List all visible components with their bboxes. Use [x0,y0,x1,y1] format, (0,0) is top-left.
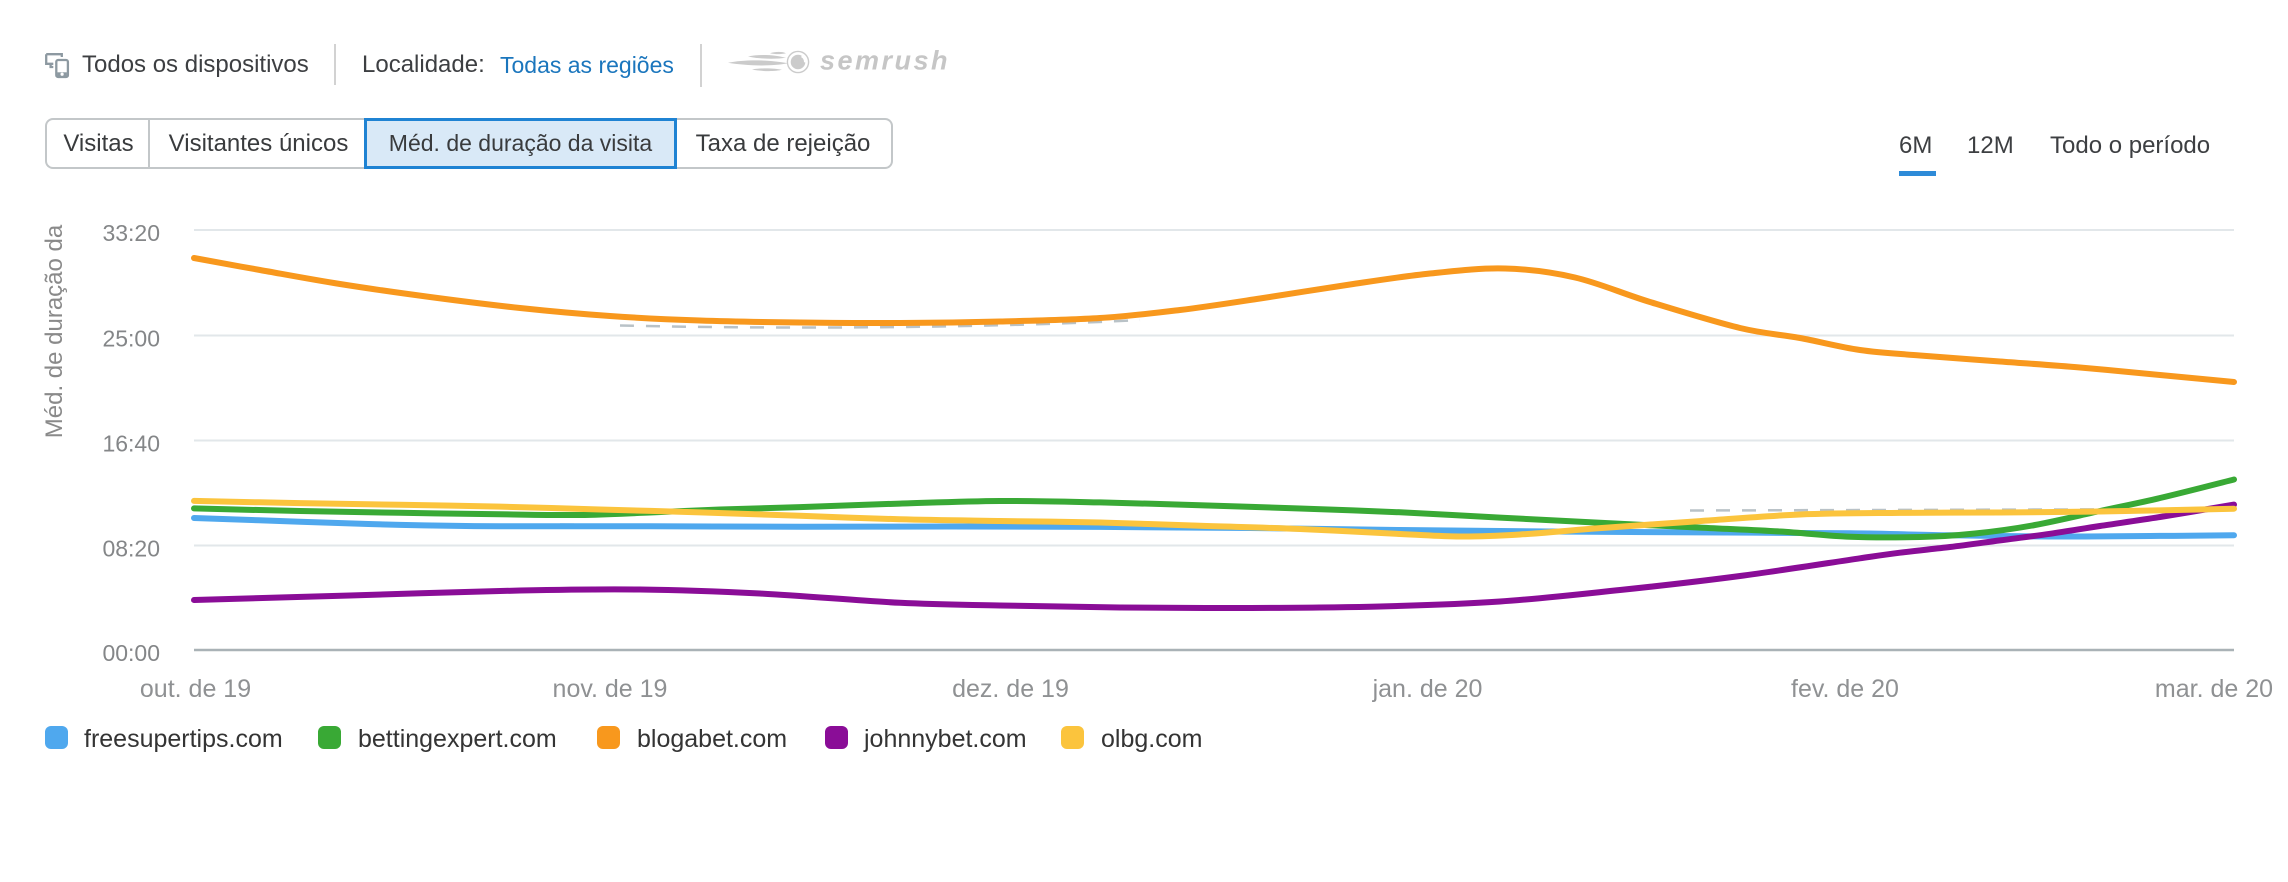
svg-text:Méd. de duração da: Méd. de duração da [41,224,68,438]
svg-text:25:00: 25:00 [102,326,160,352]
svg-text:jan. de 20: jan. de 20 [1372,675,1483,703]
svg-text:00:00: 00:00 [102,640,160,666]
svg-text:fev. de 20: fev. de 20 [1791,675,1899,703]
svg-text:dez. de 19: dez. de 19 [952,675,1069,703]
svg-text:08:20: 08:20 [102,536,160,562]
svg-text:semrush: semrush [820,48,950,76]
svg-text:16:40: 16:40 [102,431,160,457]
svg-text:nov. de 19: nov. de 19 [553,675,668,703]
svg-text:out. de 19: out. de 19 [140,675,251,703]
svg-text:33:20: 33:20 [102,220,160,246]
svg-text:mar. de 20: mar. de 20 [2155,675,2273,703]
